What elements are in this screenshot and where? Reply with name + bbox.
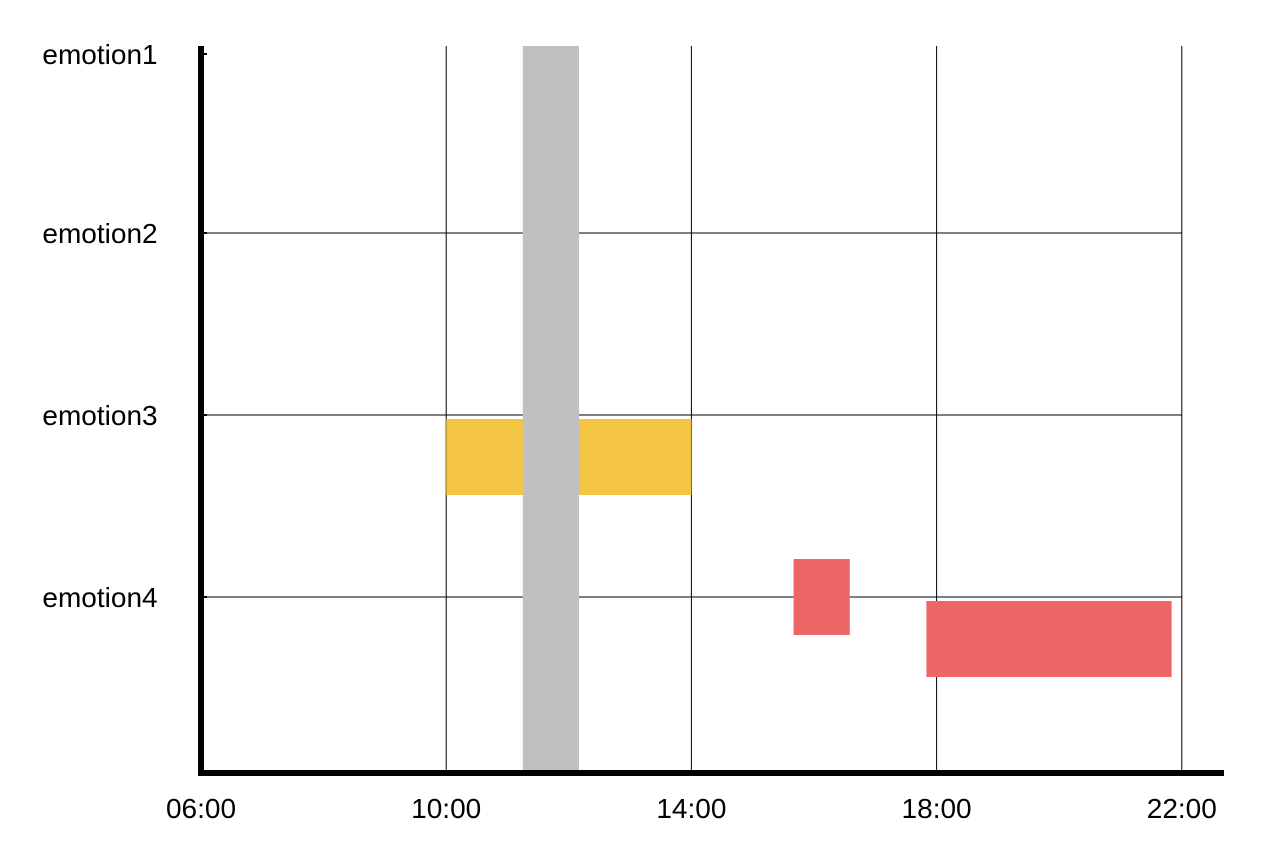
x-tick-label: 22:00 (1147, 793, 1217, 824)
axes (198, 46, 1224, 776)
highlight-band (522, 46, 580, 773)
highlight-band-layer (522, 46, 580, 773)
y-category-label: emotion1 (42, 39, 157, 70)
x-tick-label: 06:00 (166, 793, 236, 824)
x-tick-labels: 06:00 10:00 14:00 18:00 22:00 (166, 793, 1217, 824)
y-category-label: emotion2 (42, 218, 157, 249)
x-tick-label: 18:00 (902, 793, 972, 824)
grid (201, 46, 1183, 773)
y-category-labels: emotion1 emotion2 emotion3 emotion4 (42, 39, 157, 613)
segment-emotion4 (793, 559, 850, 635)
y-category-label: emotion4 (42, 582, 157, 613)
y-category-label: emotion3 (42, 400, 157, 431)
segment-emotion4 (926, 601, 1172, 677)
x-tick-label: 14:00 (656, 793, 726, 824)
x-tick-label: 10:00 (411, 793, 481, 824)
